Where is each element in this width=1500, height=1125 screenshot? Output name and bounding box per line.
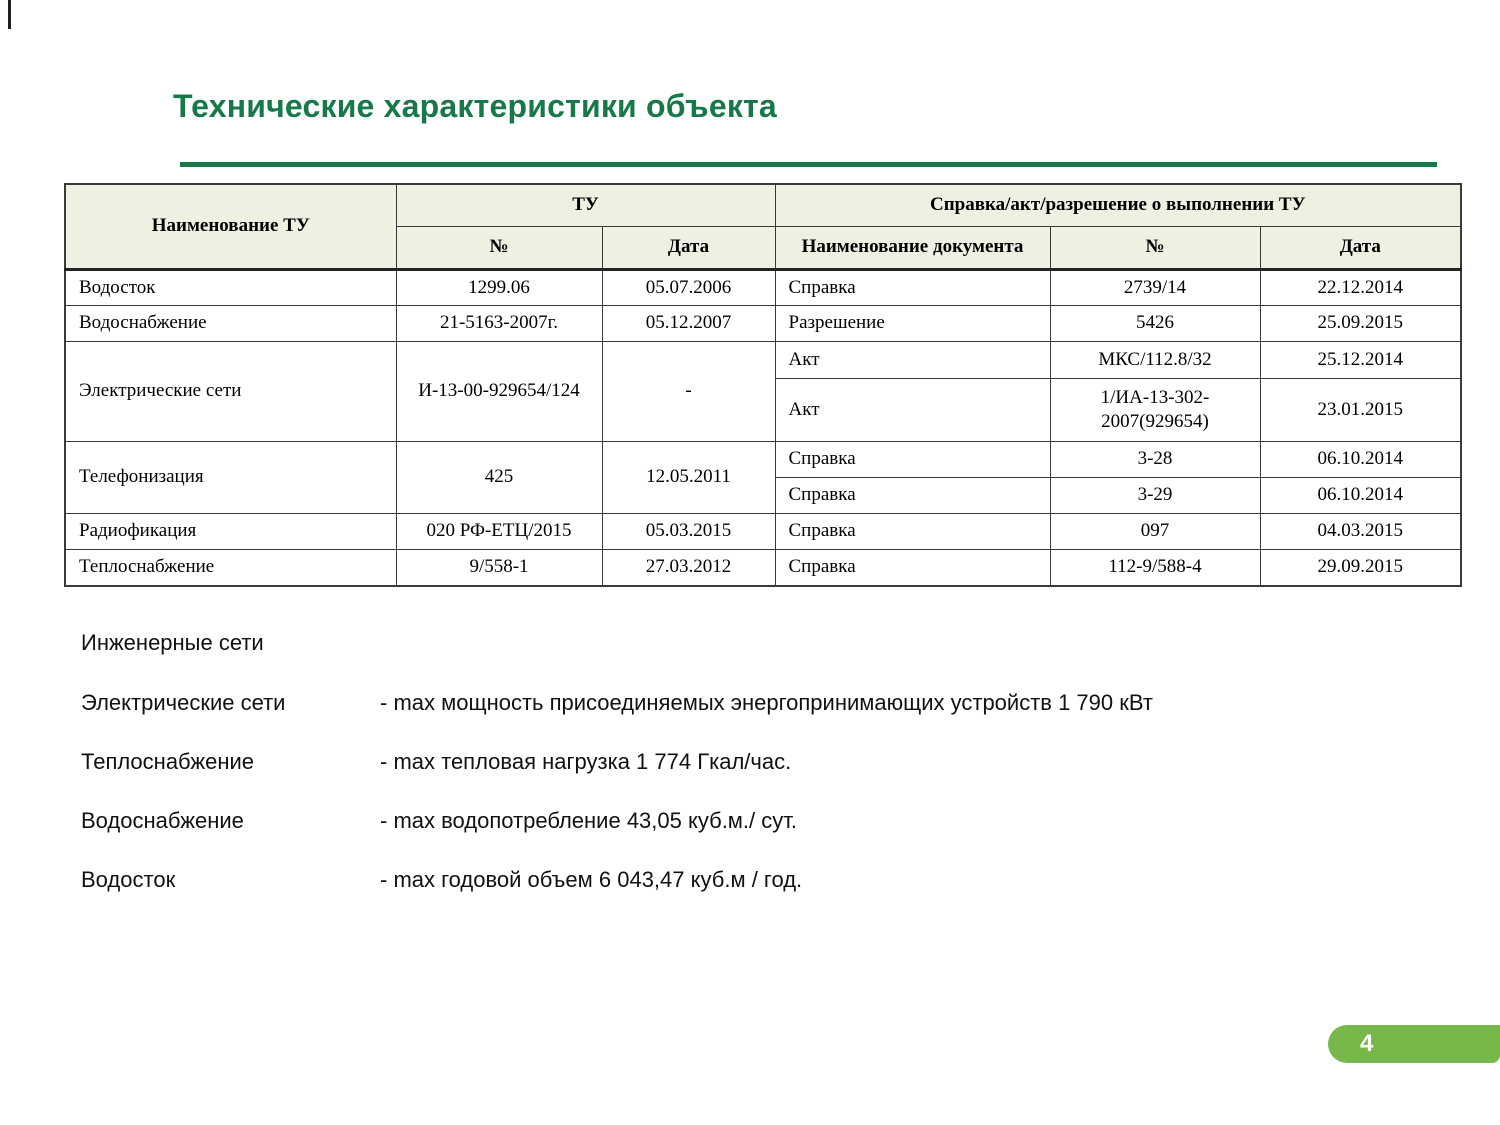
note-value: - max годовой объем 6 043,47 куб.м / год…: [380, 867, 803, 892]
table-cell: 23.01.2015: [1259, 377, 1462, 442]
table-cell: 1299.06: [395, 268, 603, 306]
table-cell: Акт: [774, 377, 1051, 442]
note-label: Водоснабжение: [81, 808, 244, 833]
table-cell: Теплоснабжение: [64, 548, 397, 587]
note-value: - max мощность присоединяемых энергоприн…: [380, 690, 1153, 715]
header-doc-name: Наименование документа: [774, 225, 1051, 270]
note-row: Водоснабжение - max водопотребление 43,0…: [81, 808, 1153, 834]
table-cell: 2739/14: [1049, 268, 1261, 306]
table-cell: Справка: [774, 476, 1051, 514]
engineering-notes: Инженерные сети Электрические сети - max…: [81, 630, 1153, 926]
technical-specs-table: Наименование ТУ ТУ Справка/акт/разрешени…: [64, 183, 1463, 587]
note-row: Водосток - max годовой объем 6 043,47 ку…: [81, 867, 1153, 893]
note-label: Теплоснабжение: [81, 749, 255, 774]
note-label: Электрические сети: [81, 690, 286, 715]
header-date-tu: Дата: [601, 225, 776, 270]
table-cell: Радиофикация: [64, 512, 397, 550]
table-cell: 25.09.2015: [1259, 304, 1462, 342]
table-cell: 3-29: [1049, 476, 1261, 514]
table-cell: 22.12.2014: [1259, 268, 1462, 306]
note-value: - max тепловая нагрузка 1 774 Гкал/час.: [380, 749, 792, 774]
table-cell: 425: [395, 440, 603, 514]
table-cell: МКС/112.8/32: [1049, 340, 1261, 379]
table-cell: 05.03.2015: [601, 512, 776, 550]
table-cell: 06.10.2014: [1259, 476, 1462, 514]
header-group-tu: ТУ: [395, 183, 776, 227]
table-row: Справка 3-29 06.10.2014: [65, 476, 1462, 514]
page-number: 4: [1360, 1030, 1374, 1057]
table-cell: 04.03.2015: [1259, 512, 1462, 550]
table-cell: Телефонизация: [64, 440, 397, 514]
note-row: Теплоснабжение - max тепловая нагрузка 1…: [81, 749, 1153, 775]
header-no-doc: №: [1049, 225, 1261, 270]
table-cell: 25.12.2014: [1259, 340, 1462, 379]
table-row: Акт 1/ИА-13-302-2007(929654) 23.01.2015: [65, 377, 1462, 442]
header-group-doc: Справка/акт/разрешение о выполнении ТУ: [774, 183, 1462, 227]
table-cell: 27.03.2012: [601, 548, 776, 587]
table-cell: 097: [1049, 512, 1261, 550]
note-label: Водосток: [81, 867, 176, 892]
table-row: Электрические сети И-13-00-929654/124 - …: [64, 340, 1462, 442]
page-number-badge: 4: [1328, 1025, 1500, 1063]
note-value: - max водопотребление 43,05 куб.м./ сут.: [380, 808, 798, 833]
page-title: Технические характеристики объекта: [173, 88, 777, 124]
table-row: Водосток 1299.06 05.07.2006 Справка 2739…: [64, 268, 1462, 306]
table-cell: 12.05.2011: [601, 440, 776, 514]
table-cell: 9/558-1: [395, 548, 603, 587]
table-cell: Водосток: [64, 268, 397, 306]
table-cell: 06.10.2014: [1259, 440, 1462, 478]
table-cell: -: [601, 340, 776, 442]
table-cell: Справка: [774, 512, 1051, 550]
header-name-tu: Наименование ТУ: [64, 183, 397, 270]
header-date-doc: Дата: [1259, 225, 1462, 270]
table-cell: Справка: [774, 268, 1051, 306]
header-no-tu: №: [395, 225, 603, 270]
table-cell: И-13-00-929654/124: [395, 340, 603, 442]
note-row: Электрические сети - max мощность присое…: [81, 690, 1153, 716]
table-header: Наименование ТУ ТУ Справка/акт/разрешени…: [64, 183, 1462, 270]
table-cell: Электрические сети: [64, 340, 397, 442]
left-edge-mark: [8, 0, 11, 29]
table-header-row-sub: № Дата Наименование документа № Дата: [65, 225, 1462, 270]
table-row: Телефонизация 425 12.05.2011 Справка 3-2…: [64, 440, 1462, 514]
table-cell: 3-28: [1049, 440, 1261, 478]
table-cell: Справка: [774, 548, 1051, 587]
table-row: Водоснабжение 21-5163-2007г. 05.12.2007 …: [64, 304, 1462, 342]
table-row: Теплоснабжение 9/558-1 27.03.2012 Справк…: [64, 548, 1462, 587]
table-cell: 29.09.2015: [1259, 548, 1462, 587]
table-cell: 112-9/588-4: [1049, 548, 1261, 587]
table-cell: 05.12.2007: [601, 304, 776, 342]
table-cell: Разрешение: [774, 304, 1051, 342]
table-row: Радиофикация 020 РФ-ЕТЦ/2015 05.03.2015 …: [64, 512, 1462, 550]
table-cell: Водоснабжение: [64, 304, 397, 342]
table-cell: 1/ИА-13-302-2007(929654): [1049, 377, 1261, 442]
table-cell: 05.07.2006: [601, 268, 776, 306]
table-header-row-groups: Наименование ТУ ТУ Справка/акт/разрешени…: [64, 183, 1462, 270]
table-cell: 5426: [1049, 304, 1261, 342]
table-cell: 21-5163-2007г.: [395, 304, 603, 342]
table-cell: 020 РФ-ЕТЦ/2015: [395, 512, 603, 550]
title-underline-rule: [180, 162, 1437, 167]
table-cell: Справка: [774, 440, 1051, 478]
table-cell: Акт: [774, 340, 1051, 379]
notes-title: Инженерные сети: [81, 630, 264, 655]
